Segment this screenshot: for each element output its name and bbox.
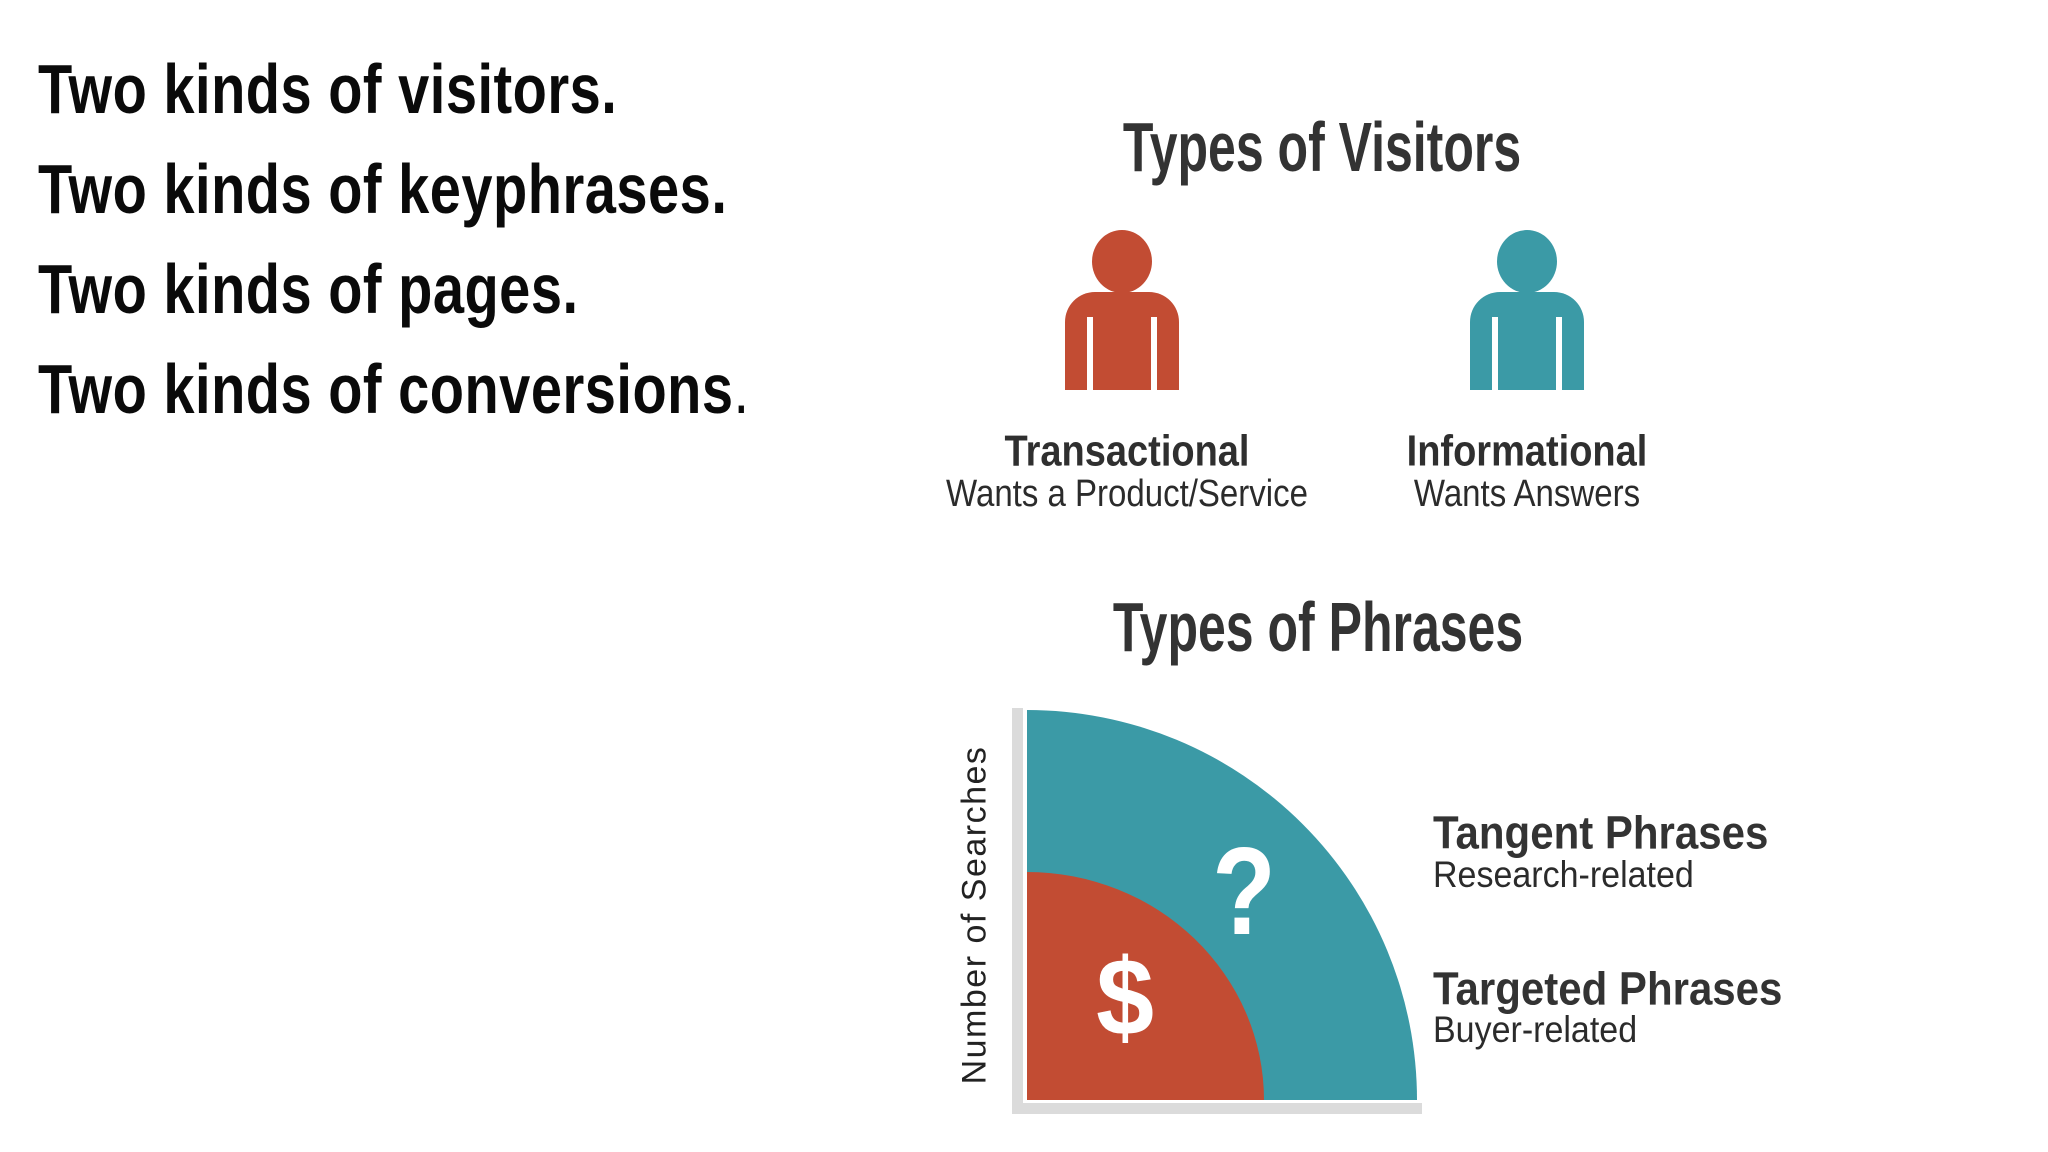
person-head bbox=[1497, 230, 1557, 293]
dollar-symbol: $ bbox=[1096, 937, 1154, 1059]
intro-line-4: Two kinds of conversions. bbox=[38, 326, 750, 451]
tangent-phrases-label: Tangent Phrases bbox=[1433, 806, 1769, 859]
question-mark-symbol: ? bbox=[1212, 822, 1276, 962]
targeted-phrases-sublabel: Buyer-related bbox=[1433, 1008, 1638, 1051]
intro-line-3: Two kinds of pages. bbox=[38, 226, 750, 351]
transactional-subtitle: Wants a Product/Service bbox=[946, 471, 1308, 515]
informational-subtitle: Wants Answers bbox=[1413, 471, 1641, 515]
visitors-title: Types of Visitors bbox=[1122, 107, 1522, 187]
intro-line-4-period: . bbox=[733, 348, 750, 428]
informational-label: Informational bbox=[1406, 427, 1648, 476]
intro-text: Two kinds of visitors. Two kinds of keyp… bbox=[38, 38, 750, 438]
person-body bbox=[1470, 292, 1584, 390]
intro-line-1: Two kinds of visitors. bbox=[38, 26, 750, 151]
arm-line-left bbox=[1087, 317, 1093, 390]
transactional-label: Transactional bbox=[1004, 427, 1250, 476]
y-axis-label: Number of Searches bbox=[955, 745, 994, 1085]
intro-line-4-text: Two kinds of conversions bbox=[38, 348, 734, 428]
person-icon-informational bbox=[1470, 230, 1584, 390]
intro-line-3-text: Two kinds of pages. bbox=[38, 248, 579, 328]
arm-line-right bbox=[1556, 317, 1562, 390]
intro-line-2: Two kinds of keyphrases. bbox=[38, 126, 750, 251]
arm-line-left bbox=[1492, 317, 1498, 390]
tangent-phrases-sublabel: Research-related bbox=[1433, 853, 1694, 896]
person-head bbox=[1092, 230, 1152, 293]
person-icon-transactional bbox=[1065, 230, 1179, 390]
phrases-title: Types of Phrases bbox=[1112, 587, 1524, 667]
intro-line-2-text: Two kinds of keyphrases. bbox=[38, 148, 728, 228]
arm-line-right bbox=[1151, 317, 1157, 390]
x-axis-bar bbox=[1012, 1103, 1422, 1114]
person-body bbox=[1065, 292, 1179, 390]
y-axis-bar bbox=[1012, 708, 1023, 1113]
targeted-phrases-label: Targeted Phrases bbox=[1433, 962, 1783, 1015]
intro-line-1-text: Two kinds of visitors. bbox=[38, 48, 618, 128]
